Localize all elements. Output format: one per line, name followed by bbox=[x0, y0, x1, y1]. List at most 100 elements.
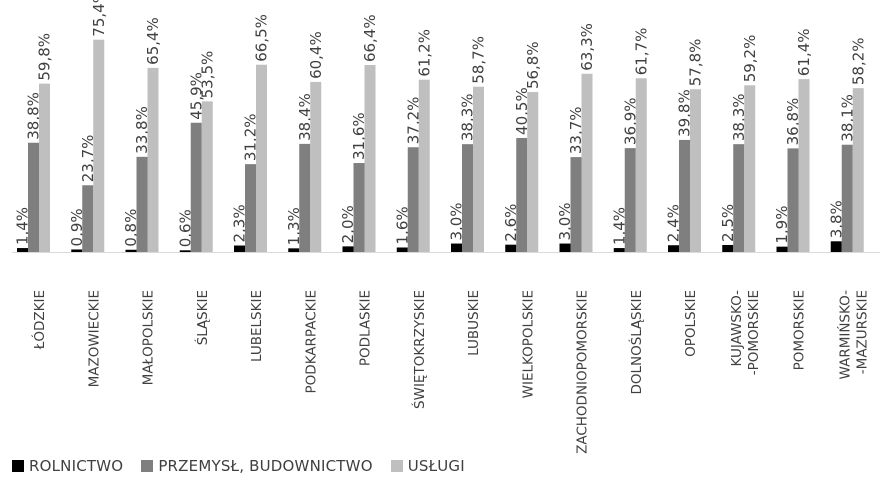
bar bbox=[852, 88, 864, 253]
bar bbox=[245, 164, 256, 252]
data-label: 60,4% bbox=[307, 31, 325, 79]
data-label: 1,3% bbox=[285, 207, 303, 245]
category-label: ŚLĄSKIE bbox=[193, 290, 211, 345]
data-label: 53,5% bbox=[198, 51, 216, 99]
bar bbox=[505, 244, 517, 252]
data-label: 1,4% bbox=[610, 207, 628, 245]
category-label: ŁÓDZKIE bbox=[30, 290, 48, 350]
bar bbox=[776, 246, 788, 252]
legend-label-przemysl: PRZEMYSŁ, BUDOWNICTWO bbox=[158, 457, 373, 475]
bar bbox=[364, 65, 376, 252]
bar bbox=[147, 67, 159, 252]
bar bbox=[179, 250, 191, 252]
data-label: 61,4% bbox=[795, 28, 813, 76]
data-label: 38,4% bbox=[296, 93, 314, 141]
legend-item-uslugi: USŁUGI bbox=[390, 457, 465, 475]
data-label: 36,8% bbox=[784, 98, 802, 146]
category-label: PODLASKIE bbox=[358, 290, 374, 366]
data-label: 66,5% bbox=[253, 14, 271, 62]
data-label: 2,0% bbox=[339, 205, 357, 243]
data-label: 36,9% bbox=[621, 97, 639, 145]
data-label: 2,3% bbox=[231, 204, 249, 242]
bar bbox=[690, 89, 701, 252]
bar bbox=[396, 247, 408, 252]
bar bbox=[581, 73, 593, 252]
bar bbox=[733, 144, 745, 252]
data-label: 59,8% bbox=[36, 33, 54, 81]
bar bbox=[136, 156, 148, 252]
bar bbox=[353, 163, 365, 252]
legend: ROLNICTWO PRZEMYSŁ, BUDOWNICTWO USŁUGI bbox=[12, 456, 483, 476]
bar bbox=[516, 137, 528, 252]
category-label: PODKARPACKIE bbox=[303, 290, 319, 393]
bar bbox=[451, 243, 462, 252]
bar bbox=[82, 185, 94, 252]
bar bbox=[787, 148, 799, 252]
category-label: ŚWIĘTOKRZYSKIE bbox=[410, 290, 428, 409]
data-label: 63,3% bbox=[578, 23, 596, 71]
data-label: 2,4% bbox=[665, 204, 683, 242]
category-label: LUBELSKIE bbox=[249, 290, 265, 362]
data-label: 38,1% bbox=[838, 94, 856, 142]
category-label: ZACHODNIOPOMORSKIE bbox=[575, 290, 591, 454]
data-label: 39,8% bbox=[676, 89, 694, 137]
legend-swatch-uslugi bbox=[390, 460, 403, 472]
data-label: 57,8% bbox=[687, 39, 705, 87]
data-label: 56,8% bbox=[524, 41, 542, 89]
bar bbox=[201, 101, 213, 252]
category-label: -POMORSKIE bbox=[746, 290, 762, 375]
data-label: 40,5% bbox=[513, 87, 531, 135]
bar bbox=[798, 79, 810, 252]
bar bbox=[570, 157, 582, 252]
bar bbox=[418, 79, 430, 252]
legend-item-rolnictwo: ROLNICTWO bbox=[12, 457, 123, 475]
data-label: 38,3% bbox=[730, 94, 748, 142]
bar bbox=[624, 148, 636, 252]
data-label: 61,7% bbox=[632, 28, 650, 76]
data-label: 1,6% bbox=[393, 206, 411, 244]
bar bbox=[841, 144, 853, 252]
bar bbox=[559, 243, 571, 252]
category-label: KUJAWSKO- bbox=[729, 290, 745, 367]
bar bbox=[830, 241, 842, 252]
data-label: 75,4% bbox=[90, 0, 108, 37]
data-label: 3,0% bbox=[556, 202, 574, 240]
bar bbox=[299, 143, 311, 252]
data-label: 31,2% bbox=[242, 113, 260, 161]
category-label: -MAZURSKIE bbox=[854, 290, 870, 374]
bar bbox=[527, 92, 539, 252]
legend-label-uslugi: USŁUGI bbox=[407, 457, 465, 475]
bar bbox=[17, 248, 28, 252]
data-label: 33,8% bbox=[133, 106, 151, 154]
category-label: WARMIŃSKO- bbox=[835, 290, 853, 380]
category-label: DOLNOŚLĄSKIE bbox=[627, 290, 645, 395]
data-label: 1,4% bbox=[14, 207, 32, 245]
category-label: MAŁOPOLSKIE bbox=[141, 290, 157, 385]
bar bbox=[342, 246, 354, 252]
bar bbox=[28, 142, 39, 252]
bar bbox=[310, 81, 322, 253]
data-label: 23,7% bbox=[79, 135, 97, 183]
category-label: WIELKOPOLSKIE bbox=[520, 290, 536, 398]
data-label: 2,5% bbox=[719, 204, 737, 242]
data-label: 1,9% bbox=[773, 206, 791, 244]
bar bbox=[744, 85, 756, 252]
category-label: MAZOWIECKIE bbox=[86, 290, 102, 387]
legend-item-przemysl: PRZEMYSŁ, BUDOWNICTWO bbox=[141, 457, 373, 475]
data-label: 3,8% bbox=[827, 200, 845, 238]
data-label: 38,8% bbox=[25, 92, 43, 140]
bar bbox=[722, 244, 734, 252]
data-label: 59,2% bbox=[741, 35, 759, 83]
data-label: 0,9% bbox=[68, 208, 86, 246]
bar bbox=[462, 144, 473, 252]
bar bbox=[234, 245, 245, 252]
bar bbox=[93, 39, 105, 252]
bar bbox=[125, 249, 137, 252]
data-label: 45,9% bbox=[187, 72, 205, 120]
data-label: 58,2% bbox=[849, 37, 867, 85]
bar bbox=[288, 248, 300, 252]
data-label: 66,4% bbox=[361, 14, 379, 62]
data-label: 38,3% bbox=[459, 94, 477, 142]
